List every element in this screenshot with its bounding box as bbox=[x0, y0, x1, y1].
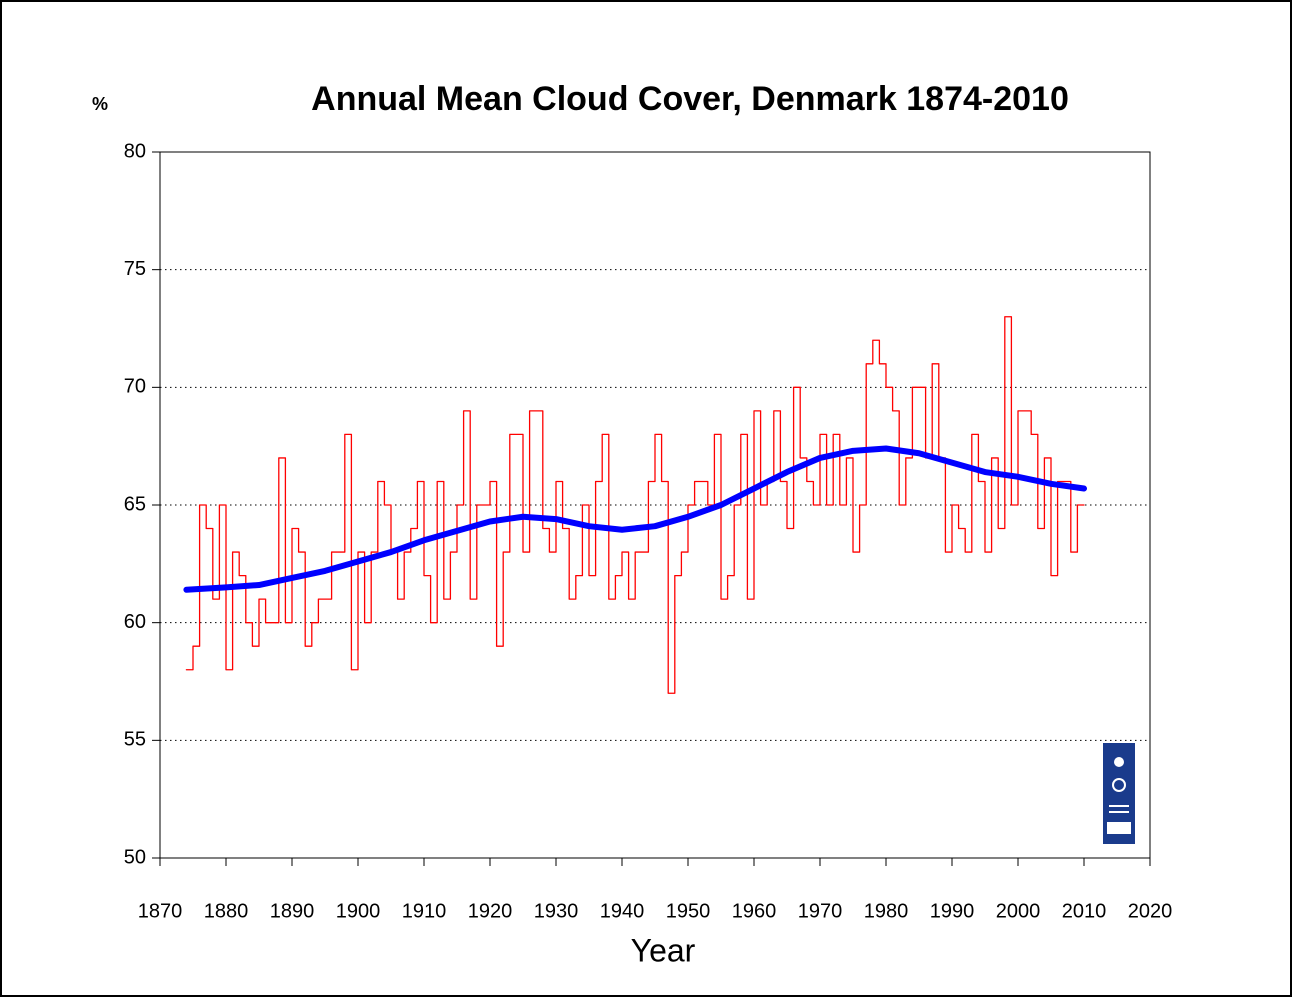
x-tick-label: 1910 bbox=[402, 900, 447, 922]
y-tick-label: 50 bbox=[124, 846, 146, 868]
x-tick-label: 1880 bbox=[204, 900, 249, 922]
dmi-logo bbox=[1103, 743, 1135, 844]
y-tick-label: 80 bbox=[124, 140, 146, 162]
smooth-line bbox=[183, 445, 1087, 593]
x-tick-label: 2000 bbox=[996, 900, 1041, 922]
x-tick-label: 1940 bbox=[600, 900, 645, 922]
y-tick-label: 70 bbox=[124, 376, 146, 398]
x-tick-label: 1960 bbox=[732, 900, 777, 922]
x-axis-label: Year bbox=[631, 932, 696, 968]
y-tick-label: 75 bbox=[124, 258, 146, 280]
y-tick-label: 65 bbox=[124, 493, 146, 515]
x-tick-label: 1950 bbox=[666, 900, 711, 922]
x-tick-label: 2010 bbox=[1062, 900, 1107, 922]
x-tick-label: 1930 bbox=[534, 900, 579, 922]
x-tick-label: 1980 bbox=[864, 900, 909, 922]
y-axis-label: % bbox=[92, 94, 108, 114]
y-tick-label: 60 bbox=[124, 611, 146, 633]
x-tick-label: 1900 bbox=[336, 900, 381, 922]
x-tick-label: 1920 bbox=[468, 900, 513, 922]
x-tick-label: 1970 bbox=[798, 900, 843, 922]
plot-border bbox=[159, 151, 1151, 859]
chart-title: Annual Mean Cloud Cover, Denmark 1874-20… bbox=[311, 80, 1069, 118]
x-tick-label: 2020 bbox=[1128, 900, 1173, 922]
x-tick-label: 1890 bbox=[270, 900, 315, 922]
step-line bbox=[185, 316, 1085, 694]
y-tick-label: 55 bbox=[124, 729, 146, 751]
x-tick-label: 1870 bbox=[138, 900, 183, 922]
x-tick-label: 1990 bbox=[930, 900, 975, 922]
